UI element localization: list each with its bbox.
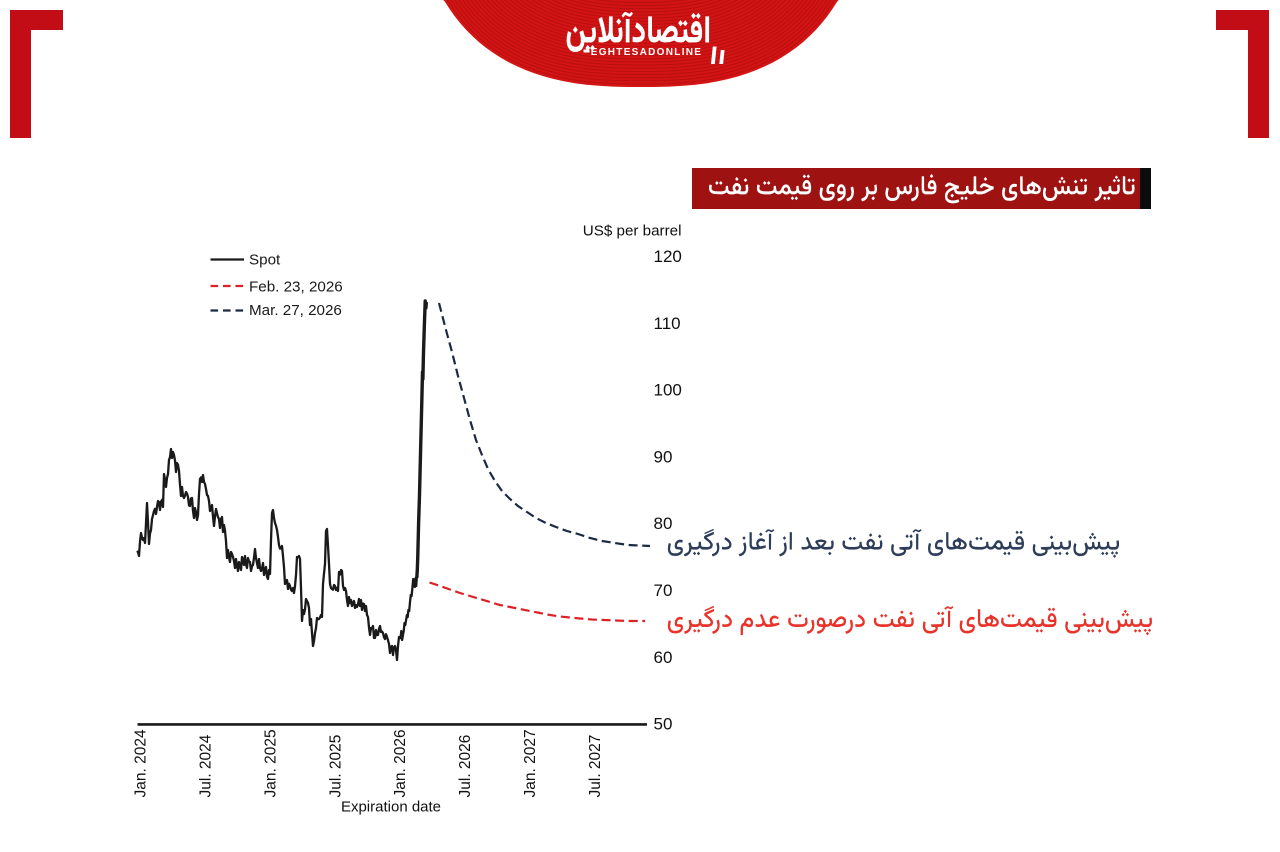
svg-text:110: 110 (654, 314, 681, 333)
svg-text:60: 60 (654, 648, 673, 667)
svg-text:Jul. 2026: Jul. 2026 (457, 735, 474, 798)
svg-text:100: 100 (654, 381, 682, 400)
svg-text:Expiration date: Expiration date (341, 799, 441, 816)
svg-text:90: 90 (654, 447, 673, 466)
svg-text:US$ per barrel: US$ per barrel (583, 223, 682, 240)
svg-text:Jan. 2027: Jan. 2027 (522, 729, 539, 797)
svg-text:Jul. 2025: Jul. 2025 (327, 735, 344, 798)
svg-text:70: 70 (654, 581, 673, 600)
svg-text:Jan. 2025: Jan. 2025 (262, 729, 279, 797)
svg-text:EGHTESADONLINE: EGHTESADONLINE (591, 47, 703, 58)
svg-text:Jan. 2026: Jan. 2026 (392, 729, 409, 797)
svg-text:Spot: Spot (249, 252, 281, 269)
svg-text:Mar. 27, 2026: Mar. 27, 2026 (249, 302, 342, 319)
svg-text:80: 80 (654, 514, 673, 533)
svg-text:Feb. 23, 2026: Feb. 23, 2026 (249, 279, 343, 296)
svg-text:120: 120 (654, 247, 682, 266)
svg-text:50: 50 (654, 715, 673, 734)
svg-text:Jul. 2024: Jul. 2024 (197, 734, 214, 797)
svg-text:Jan. 2024: Jan. 2024 (133, 729, 150, 797)
svg-text:Jul. 2027: Jul. 2027 (587, 735, 604, 798)
